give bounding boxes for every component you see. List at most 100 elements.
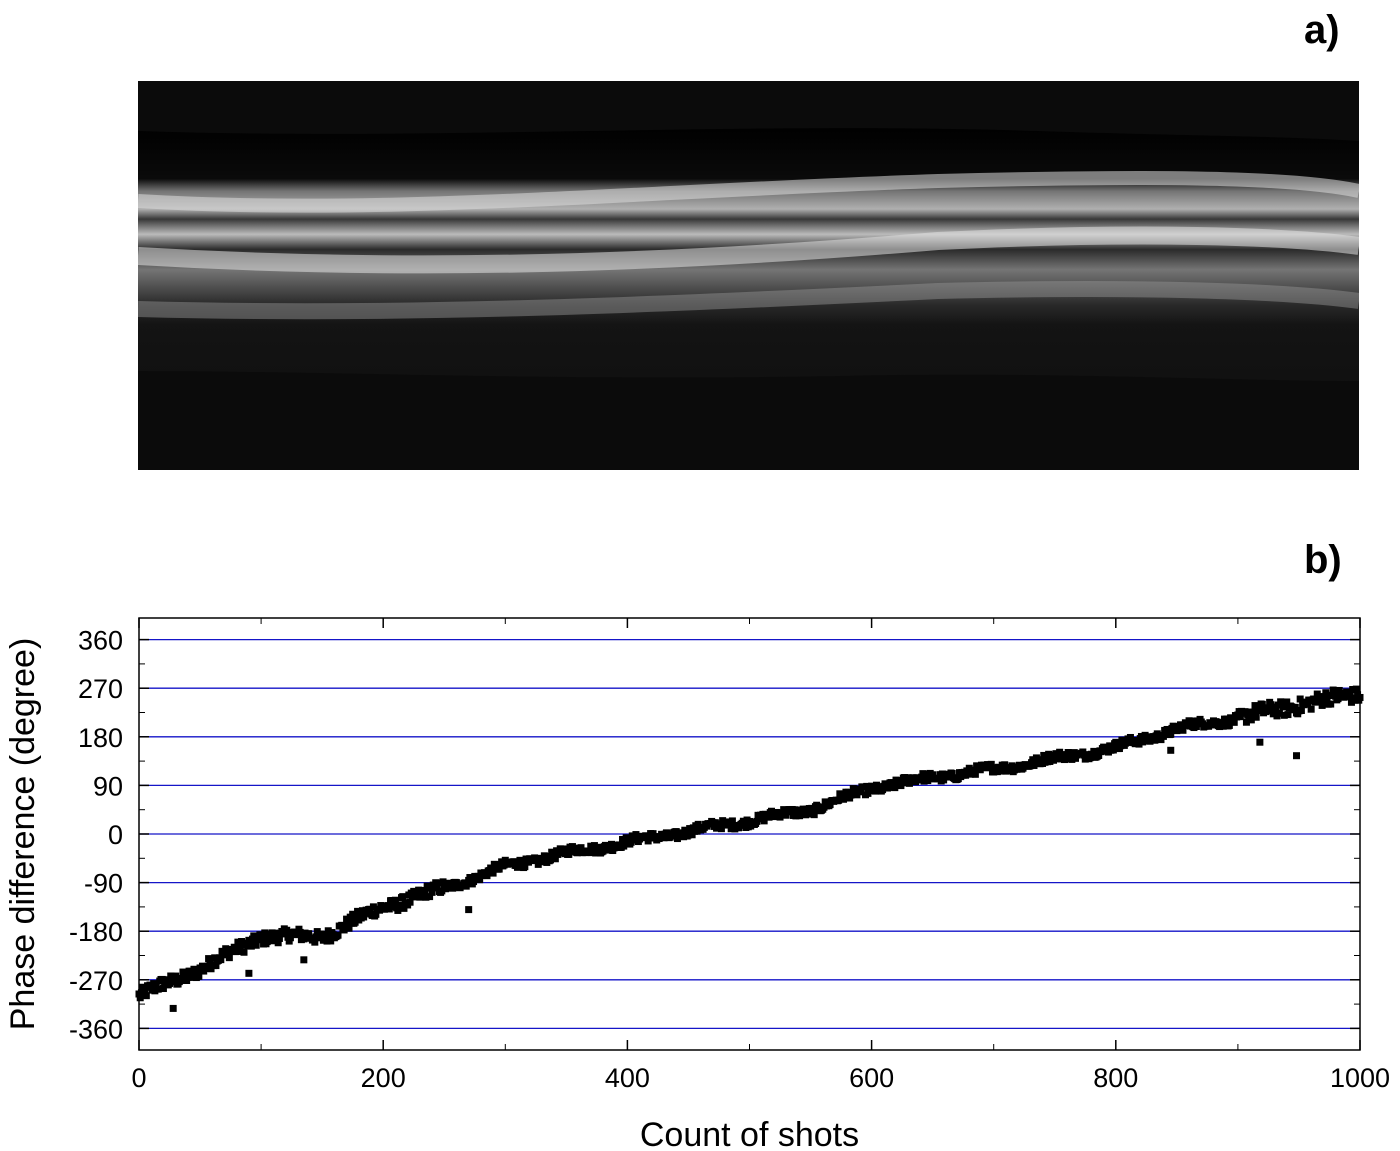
data-point xyxy=(1056,748,1064,756)
data-point xyxy=(804,810,812,818)
data-point xyxy=(864,789,872,797)
data-point xyxy=(620,842,628,850)
data-point xyxy=(428,888,436,896)
data-point-outlier-2 xyxy=(300,956,308,964)
data-point xyxy=(349,910,357,918)
data-point xyxy=(162,976,170,984)
data-point xyxy=(599,847,607,855)
data-point xyxy=(717,825,725,833)
data-point xyxy=(1351,696,1359,704)
data-point xyxy=(234,938,242,946)
data-point xyxy=(644,837,652,845)
data-point xyxy=(1112,738,1120,746)
data-point xyxy=(1050,756,1058,764)
data-point xyxy=(399,893,407,901)
data-point xyxy=(388,896,396,904)
data-point xyxy=(573,849,581,857)
data-point xyxy=(608,840,616,848)
data-point xyxy=(483,872,491,880)
data-point xyxy=(891,784,899,792)
data-point xyxy=(1303,700,1311,708)
data-point xyxy=(1322,689,1330,697)
data-point xyxy=(433,884,441,892)
data-point xyxy=(440,880,448,888)
data-point xyxy=(1275,709,1283,717)
data-point xyxy=(394,906,402,914)
data-points xyxy=(135,685,1364,1012)
data-point xyxy=(385,905,393,913)
y-tick-label-3: 90 xyxy=(93,771,123,801)
data-point xyxy=(1008,762,1016,770)
data-point xyxy=(426,893,434,901)
data-point xyxy=(835,796,843,804)
data-point xyxy=(325,933,333,941)
data-point xyxy=(1317,693,1325,701)
data-point xyxy=(1109,746,1117,754)
data-point xyxy=(565,850,573,858)
data-point xyxy=(1283,698,1291,706)
data-point xyxy=(510,858,518,866)
data-point xyxy=(400,904,408,912)
data-point xyxy=(493,861,501,869)
fringe-band-2 xyxy=(137,226,1361,274)
data-point xyxy=(449,884,457,892)
data-point xyxy=(1340,693,1348,701)
data-point xyxy=(286,934,294,942)
data-point xyxy=(948,770,956,778)
data-point xyxy=(142,992,150,1000)
data-point xyxy=(1159,732,1167,740)
data-point xyxy=(274,939,282,947)
data-point xyxy=(765,813,773,821)
y-tick-label-8: -360 xyxy=(69,1014,123,1044)
data-point xyxy=(345,924,353,932)
data-point xyxy=(155,985,163,993)
data-point xyxy=(971,770,979,778)
data-point xyxy=(521,863,529,871)
data-point xyxy=(1271,707,1279,715)
data-point xyxy=(1030,761,1038,769)
data-point xyxy=(1218,719,1226,727)
data-point xyxy=(1135,740,1143,748)
data-point xyxy=(1349,686,1357,694)
data-point xyxy=(589,845,597,853)
panel-label-a: a) xyxy=(1304,8,1340,52)
data-point xyxy=(1278,698,1286,706)
x-tick-label-0: 0 xyxy=(131,1063,146,1093)
data-point xyxy=(244,942,252,950)
y-tick-label-5: -90 xyxy=(84,869,123,899)
data-point xyxy=(1153,730,1161,738)
data-point xyxy=(1249,708,1257,716)
data-point xyxy=(627,838,635,846)
data-point xyxy=(623,835,631,843)
data-point xyxy=(920,777,928,785)
y-tick-label-7: -270 xyxy=(69,966,123,996)
data-point xyxy=(562,845,570,853)
data-point xyxy=(343,915,351,923)
data-point xyxy=(897,782,905,790)
phase-difference-chart: 360 270 180 90 0 -90 -180 -270 -360 0 200 400 600 800… xyxy=(4,617,1390,1151)
fringe-band-3 xyxy=(137,281,1361,320)
data-point xyxy=(1267,701,1275,709)
data-point xyxy=(1179,726,1187,734)
data-point xyxy=(159,985,167,993)
data-point xyxy=(660,834,668,842)
data-point xyxy=(848,789,856,797)
data-point xyxy=(1316,696,1324,704)
data-point xyxy=(225,954,233,962)
data-point xyxy=(271,929,279,937)
data-point xyxy=(172,972,180,980)
data-point xyxy=(323,937,331,945)
data-point xyxy=(1037,756,1045,764)
data-point xyxy=(1258,700,1266,708)
data-point xyxy=(322,933,330,941)
data-point xyxy=(205,955,213,963)
data-point xyxy=(406,898,414,906)
data-point-outlier-6 xyxy=(1293,752,1301,760)
data-point xyxy=(1330,687,1338,695)
data-point xyxy=(1163,725,1171,733)
data-point xyxy=(1297,707,1305,715)
data-point xyxy=(217,956,225,964)
data-point xyxy=(434,879,442,887)
data-point xyxy=(902,779,910,787)
data-point xyxy=(840,795,848,803)
